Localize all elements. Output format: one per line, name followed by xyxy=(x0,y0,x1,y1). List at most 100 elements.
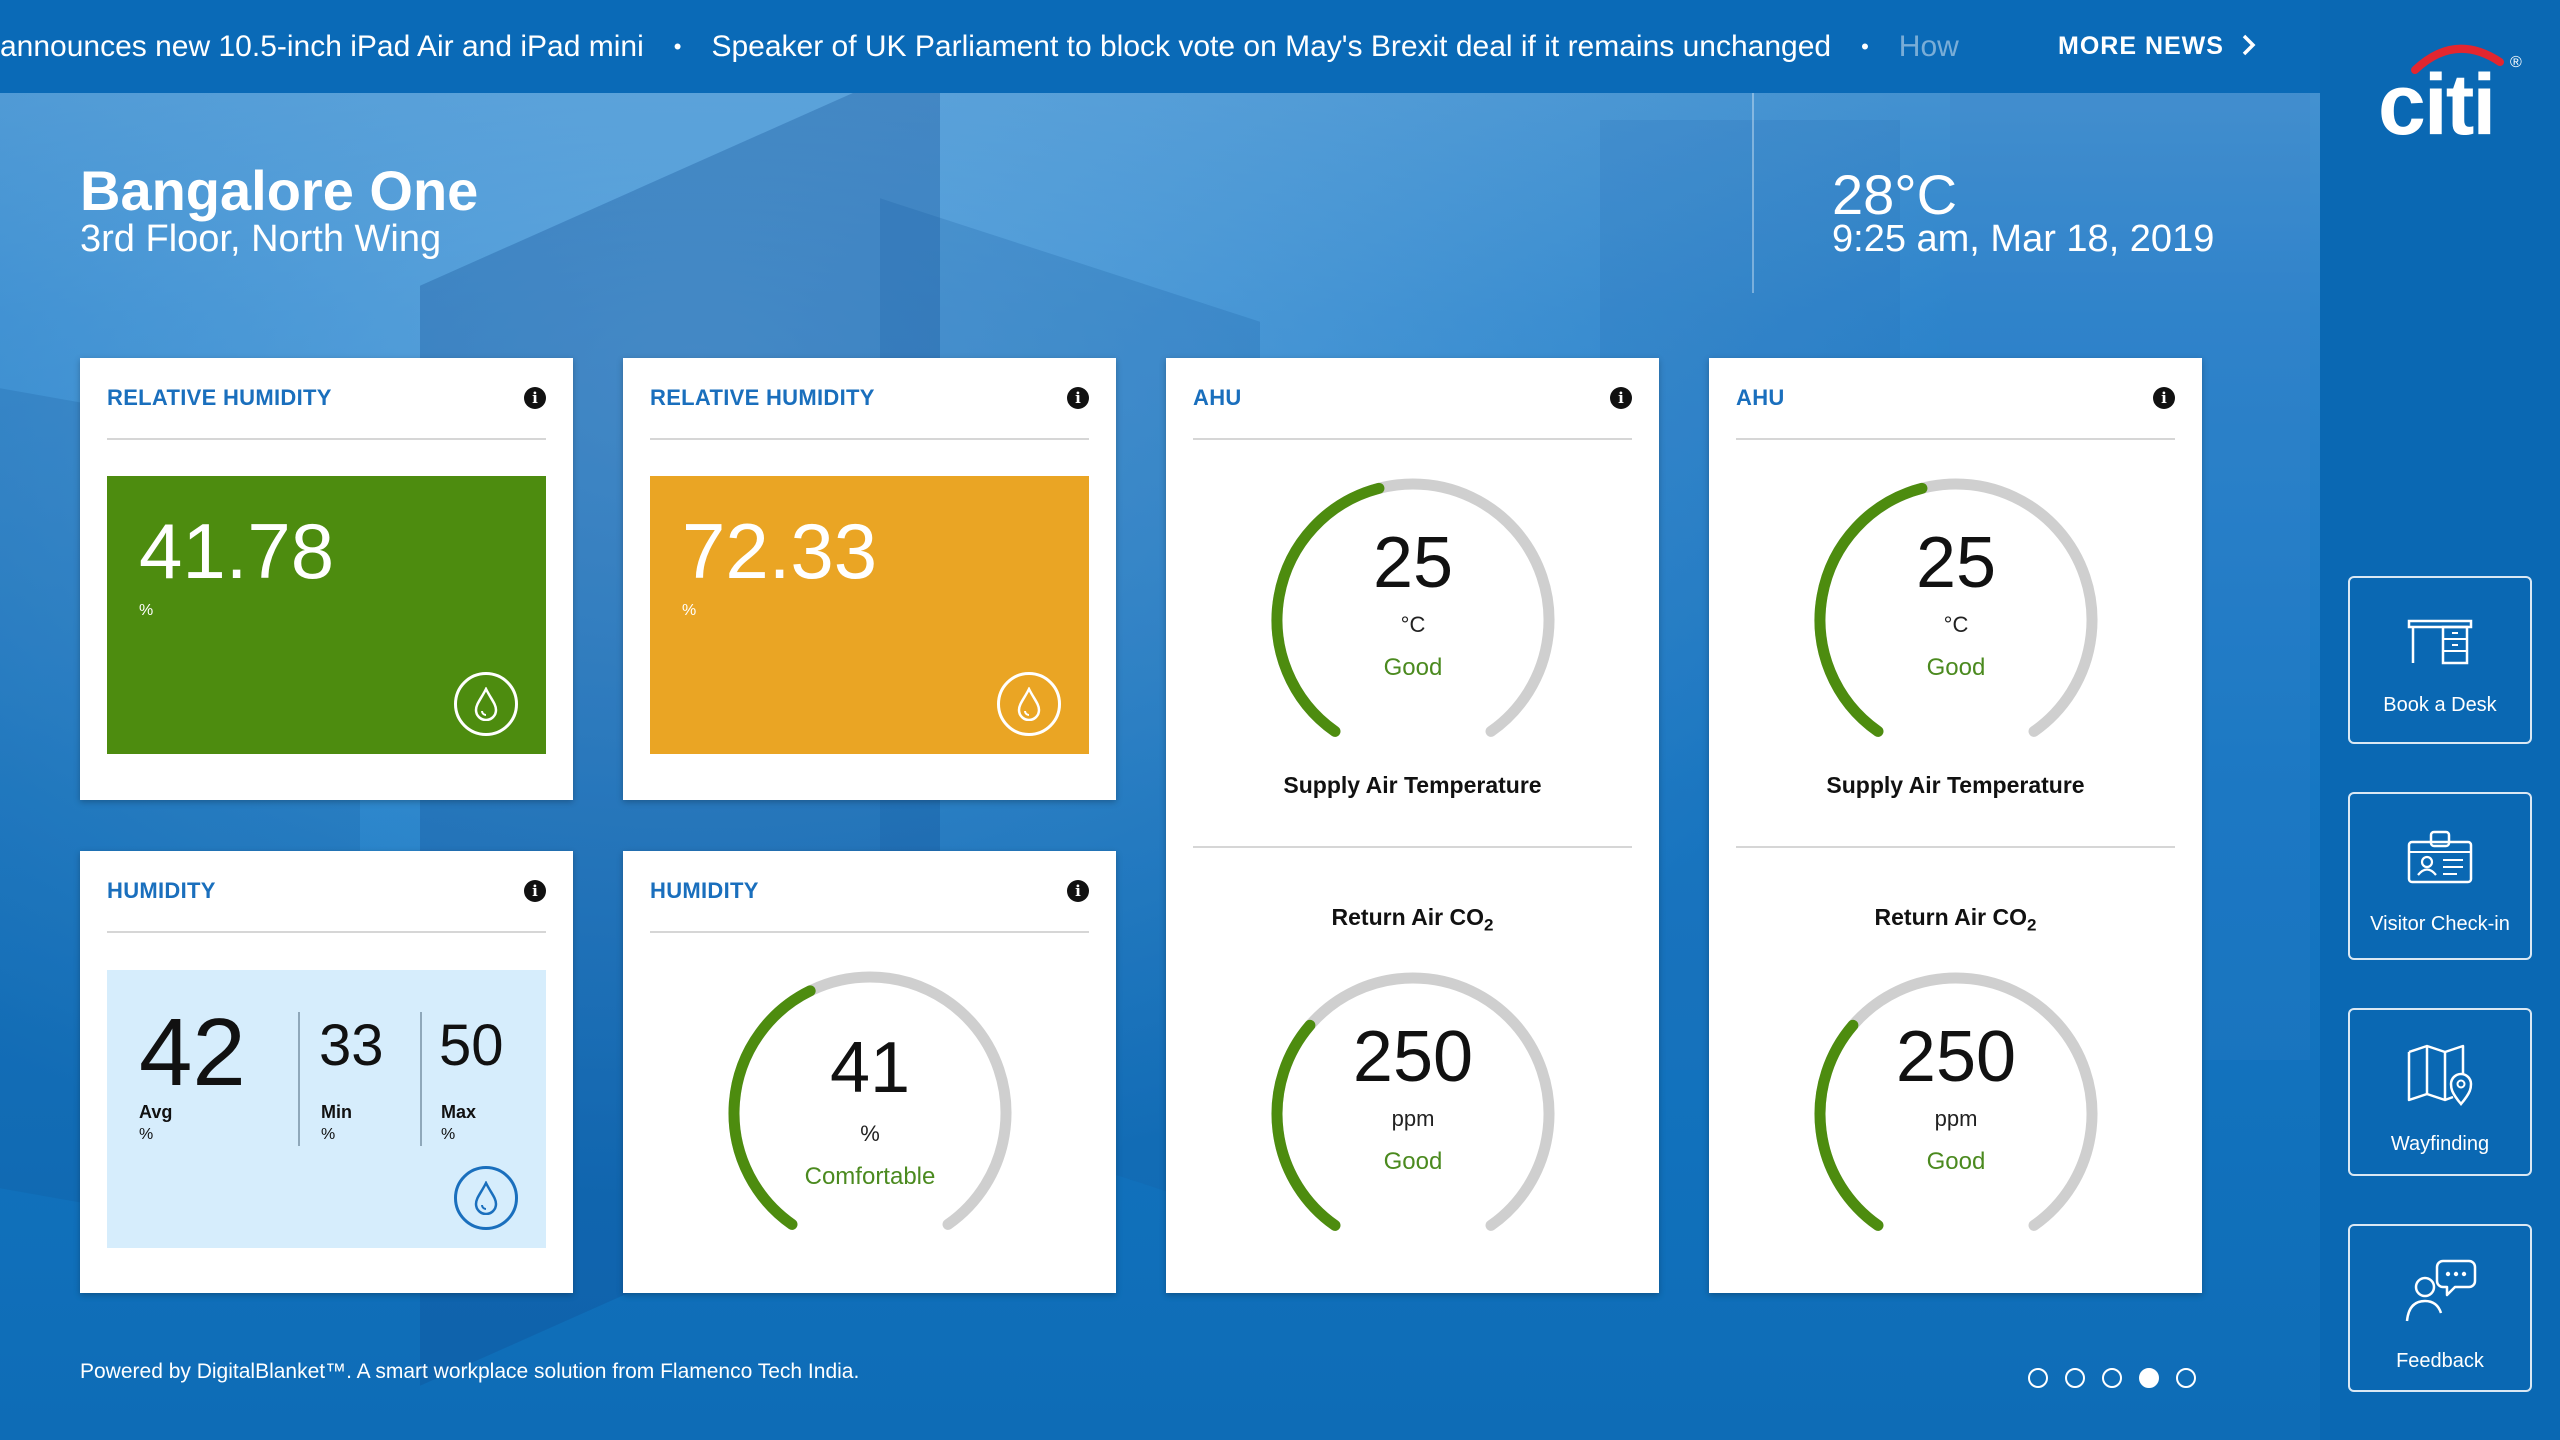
card-header: HUMIDITY i xyxy=(650,851,1089,933)
location-title: Bangalore One xyxy=(80,159,479,222)
humidity-unit: % xyxy=(682,602,697,619)
location-subtitle: 3rd Floor, North Wing xyxy=(80,218,442,260)
humidity-value: 72.33 xyxy=(682,507,878,595)
more-news-button[interactable]: MORE NEWS xyxy=(2058,0,2256,93)
pagination-dot[interactable] xyxy=(2139,1368,2159,1388)
stat-divider xyxy=(420,1012,422,1146)
gauge-status: Good xyxy=(1926,654,1986,681)
humidity-stats-card[interactable]: HUMIDITY i 42 Avg % 33 Min % 50 Max % xyxy=(80,851,573,1293)
card-title: AHU xyxy=(1193,385,1242,410)
pagination-dots xyxy=(2028,1368,2196,1388)
humidity-gauge-card[interactable]: HUMIDITY i 41 % Comfortable xyxy=(623,851,1116,1293)
registered-mark: ® xyxy=(2510,54,2522,71)
water-drop-icon xyxy=(454,1166,518,1230)
gauge-arc xyxy=(1271,972,1555,1231)
wayfinding-button[interactable]: Wayfinding xyxy=(2348,1008,2532,1176)
gauge-fill xyxy=(1271,482,1385,737)
card-title: HUMIDITY xyxy=(107,878,216,903)
water-drop-icon xyxy=(997,672,1061,736)
info-icon[interactable]: i xyxy=(2153,387,2175,409)
humidity-value-box: 72.33 % xyxy=(650,476,1089,754)
gauge-arc xyxy=(1814,478,2098,737)
gauge-unit: °C xyxy=(1400,612,1426,637)
co2-label-text: Return Air CO xyxy=(1331,904,1485,930)
section-divider xyxy=(1736,846,2175,848)
max-label: Max xyxy=(441,1102,477,1122)
header-divider xyxy=(1752,93,1754,293)
gauge-unit: ppm xyxy=(1934,1106,1978,1131)
news-ticker: announces new 10.5-inch iPad Air and iPa… xyxy=(0,0,2320,93)
gauge-value: 250 xyxy=(1895,1017,2017,1097)
co2-label-subscript: 2 xyxy=(2027,915,2037,935)
more-news-label: MORE NEWS xyxy=(2058,32,2224,60)
news-item[interactable]: How xyxy=(1898,29,1959,63)
card-title: RELATIVE HUMIDITY xyxy=(107,385,332,410)
section-divider xyxy=(1193,846,1632,848)
wayfinding-label: Wayfinding xyxy=(2390,1133,2490,1155)
gauge-unit: % xyxy=(860,1121,880,1146)
map-pin-icon xyxy=(2405,1028,2475,1111)
return-air-co2-label: Return Air CO2 xyxy=(1166,904,1659,936)
gauge-fill xyxy=(1814,482,1928,737)
badge-icon xyxy=(2405,816,2475,891)
info-icon[interactable]: i xyxy=(524,387,546,409)
humidity-min-value: 33 xyxy=(319,1013,384,1078)
stat-divider xyxy=(298,1012,300,1146)
co2-label-text: Return Air CO xyxy=(1874,904,2028,930)
min-label: Min xyxy=(321,1102,352,1122)
ahu-card[interactable]: AHU i 25 °C Good Supply Air Temperature … xyxy=(1709,358,2202,1293)
info-icon[interactable]: i xyxy=(1067,387,1089,409)
humidity-max-value: 50 xyxy=(439,1013,504,1078)
footer-credit: Powered by DigitalBlanket™. A smart work… xyxy=(80,1360,860,1383)
card-header: HUMIDITY i xyxy=(107,851,546,933)
return-air-co2-gauge: 250 ppm Good xyxy=(1806,964,2106,1264)
citi-arc-icon xyxy=(2411,44,2504,74)
info-icon[interactable]: i xyxy=(524,880,546,902)
feedback-button[interactable]: Feedback xyxy=(2348,1224,2532,1392)
humidity-value: 41.78 xyxy=(139,507,335,595)
pagination-dot[interactable] xyxy=(2065,1368,2085,1388)
pagination-dot[interactable] xyxy=(2102,1368,2122,1388)
outdoor-temperature: 28°C xyxy=(1832,163,1958,226)
book-a-desk-button[interactable]: Book a Desk xyxy=(2348,576,2532,744)
supply-air-temperature-gauge: 25 °C Good xyxy=(1806,470,2106,770)
info-icon[interactable]: i xyxy=(1067,880,1089,902)
supply-air-temperature-label: Supply Air Temperature xyxy=(1826,772,2085,798)
news-item[interactable]: announces new 10.5-inch iPad Air and iPa… xyxy=(0,29,644,63)
visitor-check-in-label: Visitor Check-in xyxy=(2370,913,2510,935)
ahu-card[interactable]: AHU i 25 °C Good Supply Air Temperature … xyxy=(1166,358,1659,1293)
relative-humidity-card[interactable]: RELATIVE HUMIDITY i 72.33 % xyxy=(623,358,1116,800)
gauge-value: 25 xyxy=(1915,523,1997,603)
news-item[interactable]: Speaker of UK Parliament to block vote o… xyxy=(711,29,1832,63)
news-ticker-track: announces new 10.5-inch iPad Air and iPa… xyxy=(0,0,1970,93)
humidity-avg-value: 42 xyxy=(139,999,246,1106)
pagination-dot[interactable] xyxy=(2028,1368,2048,1388)
avg-label: Avg xyxy=(139,1102,173,1122)
gauge-status: Good xyxy=(1383,654,1443,681)
return-air-co2-label: Return Air CO2 xyxy=(1709,904,2202,936)
humidity-unit: % xyxy=(139,602,154,619)
co2-label-subscript: 2 xyxy=(1484,915,1494,935)
chevron-right-icon xyxy=(2242,31,2256,63)
gauge-status: Good xyxy=(1926,1148,1986,1175)
max-unit: % xyxy=(441,1126,456,1143)
card-header: RELATIVE HUMIDITY i xyxy=(650,358,1089,440)
avg-unit: % xyxy=(139,1126,154,1143)
visitor-check-in-button[interactable]: Visitor Check-in xyxy=(2348,792,2532,960)
gauge-value: 25 xyxy=(1372,523,1454,603)
citi-logo: citi ® xyxy=(2360,30,2530,153)
humidity-gauge: 41 % Comfortable xyxy=(720,963,1020,1263)
gauge-unit: °C xyxy=(1943,612,1969,637)
supply-air-temperature-label: Supply Air Temperature xyxy=(1283,772,1542,798)
gauge-unit: ppm xyxy=(1391,1106,1435,1131)
card-header: AHU i xyxy=(1736,358,2175,440)
info-icon[interactable]: i xyxy=(1610,387,1632,409)
desk-icon xyxy=(2405,603,2475,672)
current-datetime: 9:25 am, Mar 18, 2019 xyxy=(1832,218,2215,260)
card-title: HUMIDITY xyxy=(650,878,759,903)
gauge-fill xyxy=(1271,1019,1341,1231)
pagination-dot[interactable] xyxy=(2176,1368,2196,1388)
relative-humidity-card[interactable]: RELATIVE HUMIDITY i 41.78 % xyxy=(80,358,573,800)
water-drop-icon xyxy=(454,672,518,736)
gauge-arc xyxy=(1271,478,1555,737)
